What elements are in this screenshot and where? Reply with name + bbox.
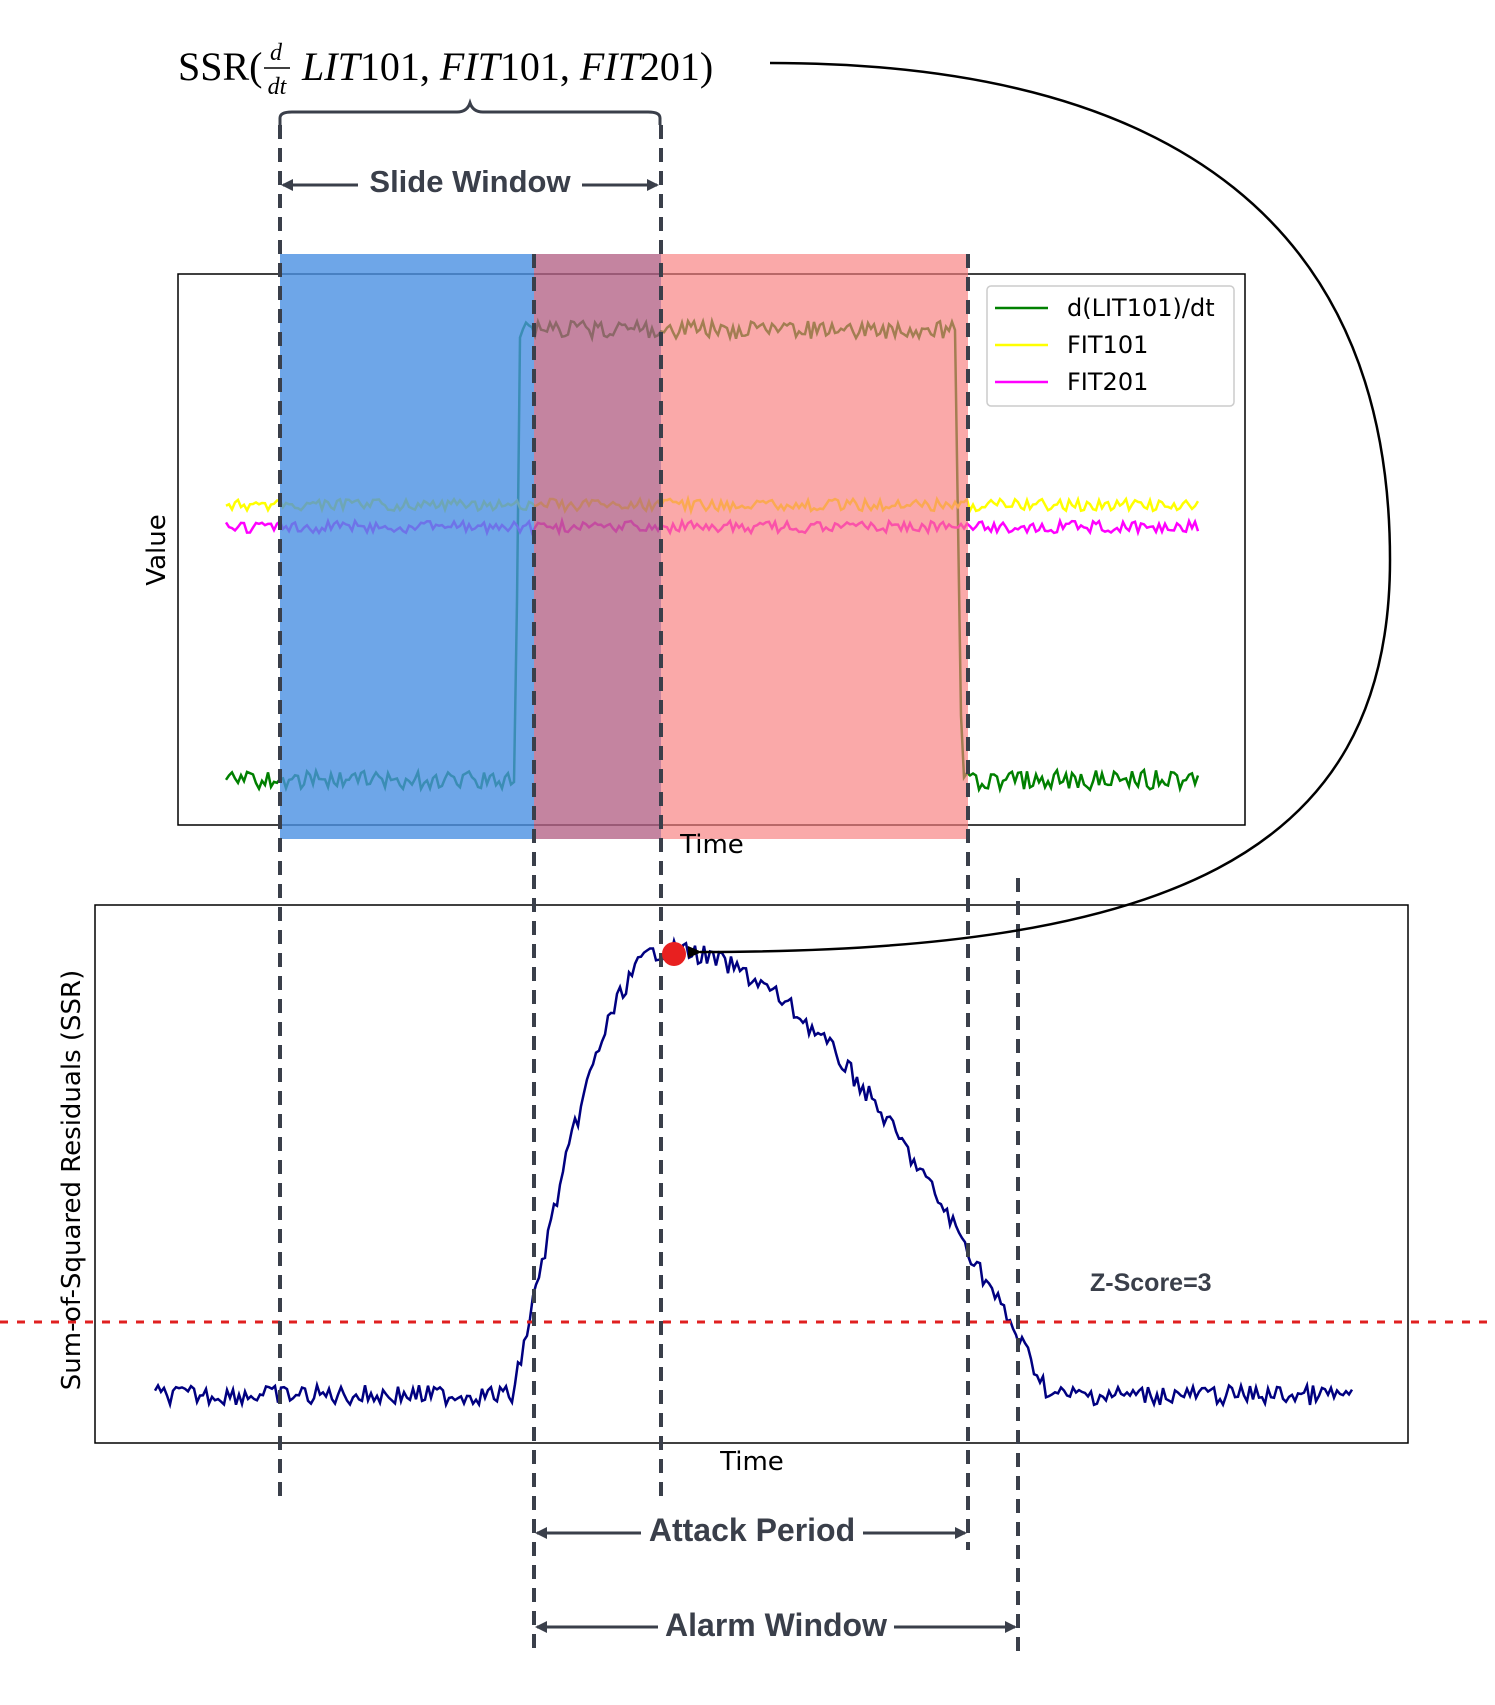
ssr-formula: SSR( d dt LIT101, FIT101, FIT201) [178,40,713,100]
formula-prefix: SSR( [178,44,263,89]
legend-box [986,285,1235,407]
ssr-current-point-marker [662,942,686,966]
bottom-chart: Z-Score=3 Sum-of-Squared Residuals (SSR)… [0,904,1495,1477]
bottom-chart-frame [94,904,1409,1444]
formula-var-lit: LIT [301,44,363,89]
attack-period-label: Attack Period [649,1512,855,1548]
formula-to-point-arrow [687,61,1392,959]
bottom-chart-xlabel: Time [719,1447,784,1477]
window-curly-brace [278,98,662,125]
slide-window-highlight [280,254,534,839]
bottom-chart-ylabel: Sum-of-Squared Residuals (SSR) [57,970,87,1390]
slide-window-label: Slide Window [369,164,571,199]
alarm-window-label: Alarm Window [665,1607,887,1643]
formula-fraction-denominator: dt [268,74,288,100]
legend-label-dlit101: d(LIT101)/dt [1067,294,1215,322]
formula-num-101b: 101, [500,44,580,89]
guide-lines [278,125,1020,1655]
svg-text:LIT101, FIT101, FIT201): LIT101, FIT101, FIT201) [301,44,713,89]
formula-num-101a: 101, [360,44,440,89]
legend-label-fit201: FIT201 [1067,368,1148,396]
legend-label-fit101: FIT101 [1067,331,1148,359]
top-chart-legend: d(LIT101)/dt FIT101 FIT201 [986,285,1235,407]
formula-fraction-numerator: d [270,40,283,66]
top-chart-ylabel: Value [142,514,172,585]
svg-text:SSR(: SSR( [178,44,263,89]
attack-period-highlight [661,254,968,839]
ssr-series-line [153,936,1354,1410]
formula-var-fit1: FIT [439,44,503,89]
overlap-highlight [534,254,661,839]
formula-var-fit2: FIT [579,44,643,89]
formula-num-201: 201) [640,44,713,89]
top-chart: d(LIT101)/dt FIT101 FIT201 Value Time [142,254,1246,860]
zscore-threshold-label: Z-Score=3 [1090,1269,1212,1297]
top-chart-xlabel: Time [679,830,744,860]
